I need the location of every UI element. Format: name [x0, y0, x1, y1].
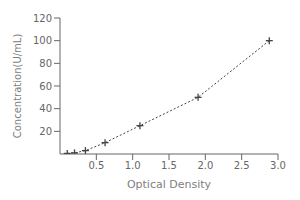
svg-text:2.5: 2.5 [234, 160, 250, 171]
svg-text:120: 120 [33, 13, 52, 24]
svg-text:2.0: 2.0 [197, 160, 213, 171]
svg-text:3.0: 3.0 [270, 160, 286, 171]
svg-text:0.5: 0.5 [88, 160, 104, 171]
svg-text:Optical Density: Optical Density [127, 178, 212, 191]
svg-text:100: 100 [33, 35, 52, 46]
svg-text:1.5: 1.5 [161, 160, 177, 171]
svg-text:60: 60 [39, 81, 52, 92]
svg-text:40: 40 [39, 103, 52, 114]
svg-text:80: 80 [39, 58, 52, 69]
svg-text:1.0: 1.0 [125, 160, 141, 171]
svg-text:Concentration(U/mL): Concentration(U/mL) [12, 34, 23, 139]
svg-text:20: 20 [39, 126, 52, 137]
